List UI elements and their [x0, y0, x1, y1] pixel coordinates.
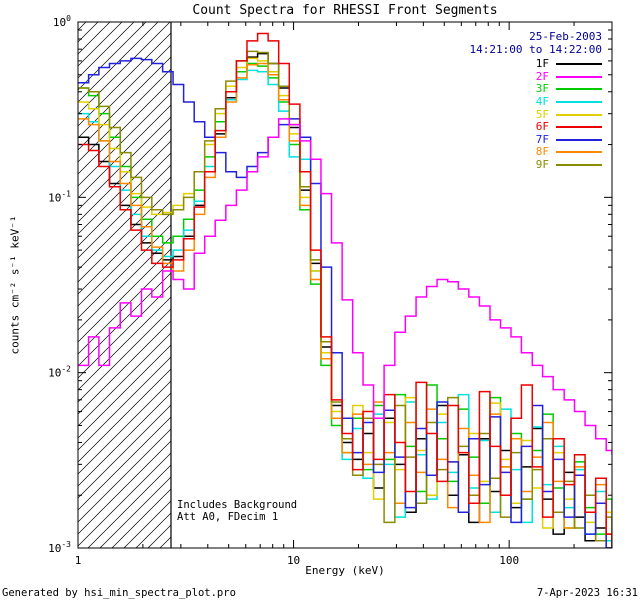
legend-line-swatch: [556, 151, 602, 154]
legend-label: 6F: [535, 120, 549, 134]
x-tick-label: 10: [287, 554, 300, 567]
plot-frame: [77, 21, 613, 549]
legend-label: 5F: [535, 107, 549, 121]
legend-label: 4F: [535, 95, 549, 109]
legend-entry-8F: 8F: [536, 146, 602, 159]
attenuator-note: Att A0, FDecim 1: [177, 511, 279, 523]
y-tick-label: 100: [53, 14, 71, 29]
date-label: 25-Feb-2003: [529, 30, 602, 43]
plot-title: Count Spectra for RHESSI Front Segments: [192, 3, 498, 18]
series-7F: [78, 57, 612, 548]
footer-generator: Generated by hsi_min_spectra_plot.pro: [2, 587, 236, 599]
legend-line-swatch: [556, 113, 602, 116]
legend-entry-5F: 5F: [536, 108, 602, 121]
y-tick-label: 10-2: [48, 365, 71, 380]
legend-line-swatch: [556, 88, 602, 91]
x-axis-label: Energy (keV): [305, 564, 385, 577]
x-tick-label: 1: [75, 554, 82, 567]
legend-entry-4F: 4F: [536, 96, 602, 109]
legend-entry-6F: 6F: [536, 121, 602, 134]
legend-entry-2F: 2F: [535, 69, 602, 84]
y-axis-label: counts cm⁻² s⁻¹ keV⁻¹: [8, 215, 22, 355]
legend-label: 8F: [535, 145, 549, 159]
legend-label: 7F: [535, 132, 549, 146]
background-note: Includes Background: [177, 499, 298, 511]
series-6F: [78, 32, 612, 548]
hatch-region: [78, 22, 171, 548]
legend-line-swatch: [556, 126, 602, 129]
legend-line-swatch: [556, 75, 602, 78]
legend-label: 2F: [535, 69, 549, 83]
y-tick-label: 10-1: [48, 189, 71, 204]
legend-label: 3F: [535, 82, 549, 96]
legend: 1F 2F 3F 4F 5F 6F 7F 8F 9F: [536, 58, 602, 171]
legend-label: 9F: [535, 158, 549, 172]
legend-line-swatch: [556, 101, 602, 104]
spectra-series-group: [78, 32, 612, 548]
legend-entry-1F: 1F: [536, 58, 602, 71]
legend-entry-9F: 9F: [536, 159, 602, 172]
series-1F: [78, 52, 612, 548]
time-range-label: 14:21:00 to 14:22:00: [469, 43, 602, 56]
legend-line-swatch: [556, 138, 602, 141]
y-tick-label: 10-3: [48, 540, 71, 555]
x-tick-label: 100: [499, 554, 519, 567]
legend-label: 1F: [535, 57, 549, 71]
series-2F: [78, 118, 612, 455]
footer-timestamp: 7-Apr-2023 16:31: [536, 587, 638, 599]
legend-line-swatch: [556, 63, 602, 66]
axis-ticks: [77, 21, 612, 549]
legend-entry-3F: 3F: [536, 83, 602, 96]
legend-line-swatch: [556, 164, 602, 167]
legend-entry-7F: 7F: [535, 132, 602, 147]
